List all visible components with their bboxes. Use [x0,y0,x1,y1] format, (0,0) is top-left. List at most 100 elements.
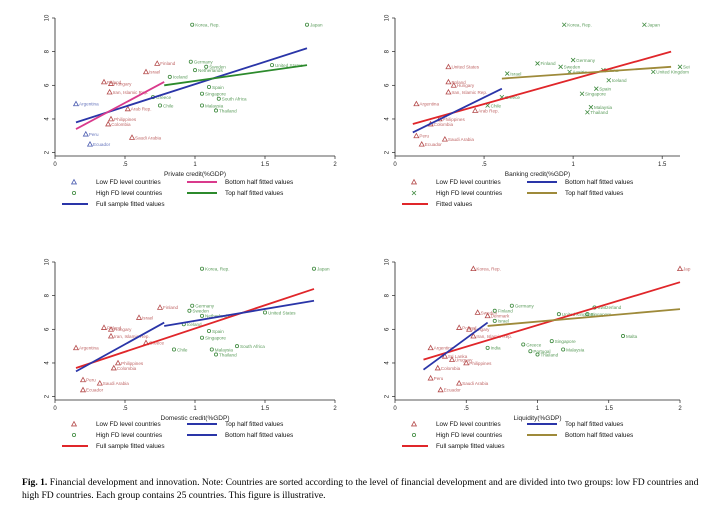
data-point-thailand [585,109,590,115]
point-label-philippines: Philippines [469,361,492,366]
x-tick-label: 2 [678,406,682,412]
data-point-peru [82,130,89,137]
data-point-malaysia [588,104,594,110]
point-label-korea-rep: Korea, Rep. [567,23,592,28]
point-label-argentina: Argentina [79,102,99,107]
data-point-hungary [107,80,115,86]
legend: Low FD level countries Top half fitted va… [62,420,293,450]
legend-marker [70,178,78,185]
point-label-united-states: United States [268,310,296,315]
point-label-singapore: Singapore [205,92,226,97]
legend-label: Full sample fitted values [96,443,165,450]
data-point-sweden [474,309,481,315]
x-axis-label: Private credit(%GDP) [164,171,226,178]
data-point-united-kingdom [650,69,656,75]
data-point-singapore [199,335,204,340]
data-point-netherlands [192,68,197,73]
legend-label: Top half fitted values [225,190,283,197]
data-point-finland [492,308,497,313]
chart-panel-3: 2 4 6 8 10 0 .5 1 1.5 2 Domestic credit(%GDP) Korea… [45,258,338,450]
point-label-saudi-arabia: Saudi Arabia [462,381,488,386]
point-label-thailand: Thailand [219,108,237,113]
point-label-malaysia: Malaysia [566,347,585,352]
y-tick-label: 10 [385,14,391,21]
data-point-israel [135,314,143,320]
data-point-ecuador [418,140,425,147]
data-point-thailand [213,108,218,113]
point-label-argentina: Argentina [79,346,99,351]
point-label-ecuador: Ecuador [425,142,443,147]
data-point-chile [157,103,162,108]
point-label-peru: Peru [419,134,429,139]
fit-line-full-sample-fitted-values [75,47,308,124]
x-tick-label: 0 [393,406,397,412]
data-point-malta [621,334,626,339]
data-point-arab-rep [124,105,131,112]
x-tick-label: .5 [122,162,128,168]
data-point-argentina [72,100,80,107]
point-label-iran-islamic-rep: Iran, Islamic Rep. [451,90,487,95]
legend-label: Top half fitted values [565,190,623,197]
data-point-iran-islamic-rep [445,88,452,95]
legend-label: Fitted values [436,201,472,208]
data-point-germany [509,303,514,308]
point-label-poland: Poland [107,80,122,85]
point-label-israel: Israel [498,319,509,324]
point-label-switzerland: Switzerland [598,305,622,310]
data-point-poland [445,78,452,85]
point-label-philippines: Philippines [114,117,137,122]
fit-line-full-sample-fitted-values [75,288,315,369]
data-point-finland [154,60,161,66]
point-label-netherlands: Netherlands [198,68,223,73]
x-tick-label: .5 [122,406,128,412]
y-tick-label: 6 [45,83,51,87]
point-label-sweden: Sweden [481,310,498,315]
x-tick-label: 1 [193,162,197,168]
y-tick-label: 4 [385,361,391,365]
data-point-portugal [528,349,533,354]
point-label-philippines: Philippines [121,361,144,366]
x-tick-label: 0 [53,162,57,168]
legend: Low FD level countries Bottom half fitted… [62,178,293,208]
point-label-finland: Finland [498,309,514,314]
data-point-korea-rep [199,266,204,271]
point-label-arab-rep: Arab Rep. [478,108,499,113]
point-label-iceland: Iceland [187,322,202,327]
data-point-spain [206,85,211,90]
point-label-japan: Japan [317,267,330,272]
chart-panel-4: 2 4 6 8 10 0 .5 1 1.5 2 Liquidity(%GDP) Korea, Rep.… [385,258,691,450]
legend-marker [72,190,77,195]
point-label-finland: Finland [541,61,557,66]
data-point-ecuador [86,140,94,147]
data-point-saudi-arabia [456,379,463,386]
point-label-thailand: Thailand [590,110,608,115]
data-point-iceland [167,74,172,79]
point-label-iceland: Iceland [612,78,627,83]
point-label-finland: Finland [160,61,176,66]
data-point-ecuador [437,386,444,393]
data-point-ecuador [79,386,87,393]
fit-line-bottom-half-fitted-values [487,308,681,327]
point-label-greece: Greece [156,95,172,100]
data-point-thailand [535,352,540,357]
data-point-japan [311,266,316,271]
point-label-united-kingdom: United Kingdom [656,70,689,75]
x-tick-label: 0 [53,406,57,412]
point-label-iran-islamic-rep: Iran, Islamic Rep. [114,334,150,339]
y-tick-label: 4 [45,361,51,365]
data-point-germany [190,303,195,308]
point-label-united-states: United States [451,65,479,70]
point-label-peru: Peru [89,132,99,137]
data-point-philippines [463,359,470,366]
y-tick-label: 10 [385,258,391,265]
y-tick-label: 6 [385,327,391,331]
data-point-germany [570,57,576,63]
point-label-greece: Greece [526,342,542,347]
point-label-colombia: Colombia [117,366,137,371]
point-label-united-states: United States [275,63,303,68]
point-label-thailand: Thailand [219,352,237,357]
legend-marker [410,420,418,427]
point-label-saudi-arabia: Saudi Arabia [135,135,161,140]
